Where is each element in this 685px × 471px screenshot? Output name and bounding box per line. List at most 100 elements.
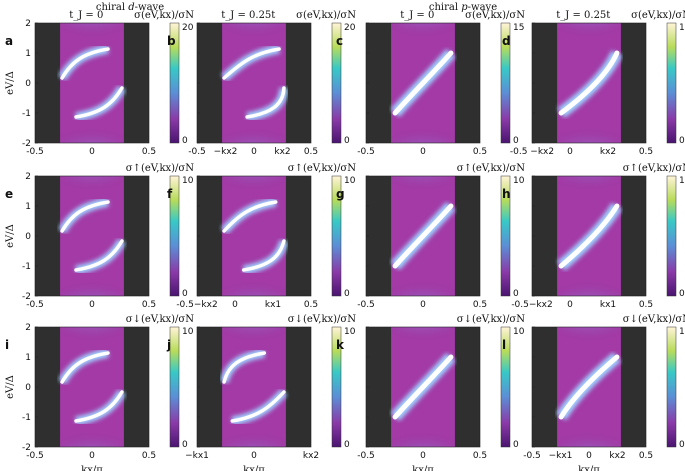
colorbar-min: 0 [182,289,188,299]
x-tick-label: 0 [251,147,257,157]
tj-label: t_J = 0.25t [221,10,275,21]
x-tick-label: -0.5 [26,451,44,461]
colorbar-max: 10 [679,327,685,337]
panel-title: σ↑(eV,kx)/σN [288,163,356,174]
colorbar [169,175,180,297]
colorbar-min: 0 [679,289,685,299]
colorbar-max: 20 [344,23,356,33]
edge-state-band [222,200,278,233]
y-tick-label: -1 [22,262,31,272]
gap-edge-bottom [44,257,140,296]
colorbar [666,326,677,448]
outer-region-left [532,327,558,447]
x-tick-label: 0.5 [142,300,156,310]
outer-region-left [35,176,61,296]
colorbar-max: 10 [679,176,685,186]
gap-edge-top [44,176,140,215]
y-axis-label: eV/Δ [5,71,16,95]
heatmap [35,327,149,447]
edge-state-band [392,354,454,420]
gap-edge-bottom [206,408,302,447]
colorbar-max: 10 [513,327,525,337]
edge-state-band [222,47,281,80]
panel-label: b [167,34,176,48]
panel-label: d [502,34,511,48]
x-axis-label: kx/π [81,465,103,471]
panel-l: l σ↓(eV,kx)/σN -0.5 −kx1 0 kx2 0.5 kx/π 10 0 [502,314,685,471]
panel-b: b σ(eV,kx)/σN t_J = 0.25t -0.5 −kx2 0 kx2 0.5 20… [167,10,356,157]
x-tick-label: -0.5 [26,147,44,157]
edge-state-band [558,203,620,269]
x-axis-label: kx/π [412,465,434,471]
y-tick-label: 2 [25,19,31,29]
x-tick-label: 0 [567,300,573,310]
colorbar [169,326,180,448]
tj-label: t_J = 0.25t [556,10,610,21]
edge-state-band [74,86,124,119]
x-tick-label: 0.5 [473,300,487,310]
panel-label: a [5,34,13,48]
panel-title: σ↓(eV,kx)/σN [126,314,194,325]
panel-label: h [502,187,511,201]
edge-state-band [74,239,124,272]
panel-label: k [336,338,345,352]
y-tick-label: 1 [25,202,31,212]
colorbar-min: 0 [344,440,350,450]
x-tick-label: −kx2 [214,147,238,157]
outer-region-right [285,327,311,447]
x-tick-label: 0.5 [142,451,156,461]
panel-k: k σ↓(eV,kx)/σN -0.5 0 0.5 kx/π 10 0 [336,314,525,471]
colorbar [331,175,342,297]
edge-state-band [558,354,620,420]
colorbar-max: 15 [513,23,524,33]
outer-region-left [532,23,558,143]
heatmap [197,176,311,296]
heatmap [35,23,149,143]
panel-g: g σ↑(eV,kx)/σN -0.5 0 0.5 10 0 [336,163,525,310]
x-tick-label: 0 [89,147,95,157]
y-axis-label: eV/Δ [5,375,16,399]
column-header-d: chiral d-wave [96,2,164,13]
outer-region-left [35,327,61,447]
heatmap [532,176,646,296]
y-tick-label: 1 [25,353,31,363]
y-tick-label: -2 [22,139,31,149]
x-tick-label: -0.5 [26,300,44,310]
y-tick-label: 2 [25,172,31,182]
x-tick-label: 0.5 [639,147,653,157]
edge-state-band [392,50,454,116]
colorbar-min: 0 [513,289,519,299]
outer-region-left [197,176,223,296]
panel-label: l [502,338,506,352]
x-axis-label: kx/π [578,465,600,471]
outer-region-left [366,327,392,447]
outer-region-right [620,23,646,143]
gap-edge-top [44,327,140,366]
heatmap [366,327,480,447]
heatmap [35,176,149,296]
x-tick-label: -0.5−kx2 [176,300,217,310]
y-tick-label: -2 [22,292,31,302]
panel-title: σ(eV,kx)/σN [631,10,685,21]
panel-title: σ(eV,kx)/σN [134,10,194,21]
heatmap [366,176,480,296]
gap-edge-bottom [44,104,140,143]
x-tick-label: kx2 [274,147,290,157]
heatmap [197,327,311,447]
x-tick-label: -0.5 −kx2 [510,147,554,157]
x-tick-label: kx2 [303,451,319,461]
panel-title: σ↓(eV,kx)/σN [288,314,356,325]
panel-title: σ↓(eV,kx)/σN [457,314,525,325]
x-tick-label: -0.5 [357,451,375,461]
outer-region-right [123,23,149,143]
gap-edge-top [206,327,302,366]
outer-region-right [285,176,311,296]
outer-region-left [366,176,392,296]
colorbar-min: 0 [679,136,685,146]
panel-title: σ↑(eV,kx)/σN [623,163,685,174]
panel-label: g [336,187,345,201]
outer-region-left [35,23,61,143]
y-tick-label: 0 [25,383,31,393]
colorbar-max: 15 [679,23,685,33]
